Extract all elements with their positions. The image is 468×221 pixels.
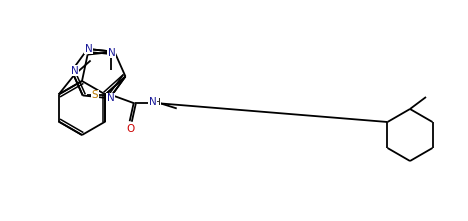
- Text: O: O: [127, 124, 135, 134]
- Text: N: N: [71, 66, 79, 76]
- Text: N: N: [85, 44, 93, 54]
- Text: N: N: [108, 48, 115, 58]
- Text: H: H: [154, 98, 160, 107]
- Text: N: N: [149, 97, 157, 107]
- Text: S: S: [91, 90, 98, 101]
- Text: N: N: [107, 93, 115, 103]
